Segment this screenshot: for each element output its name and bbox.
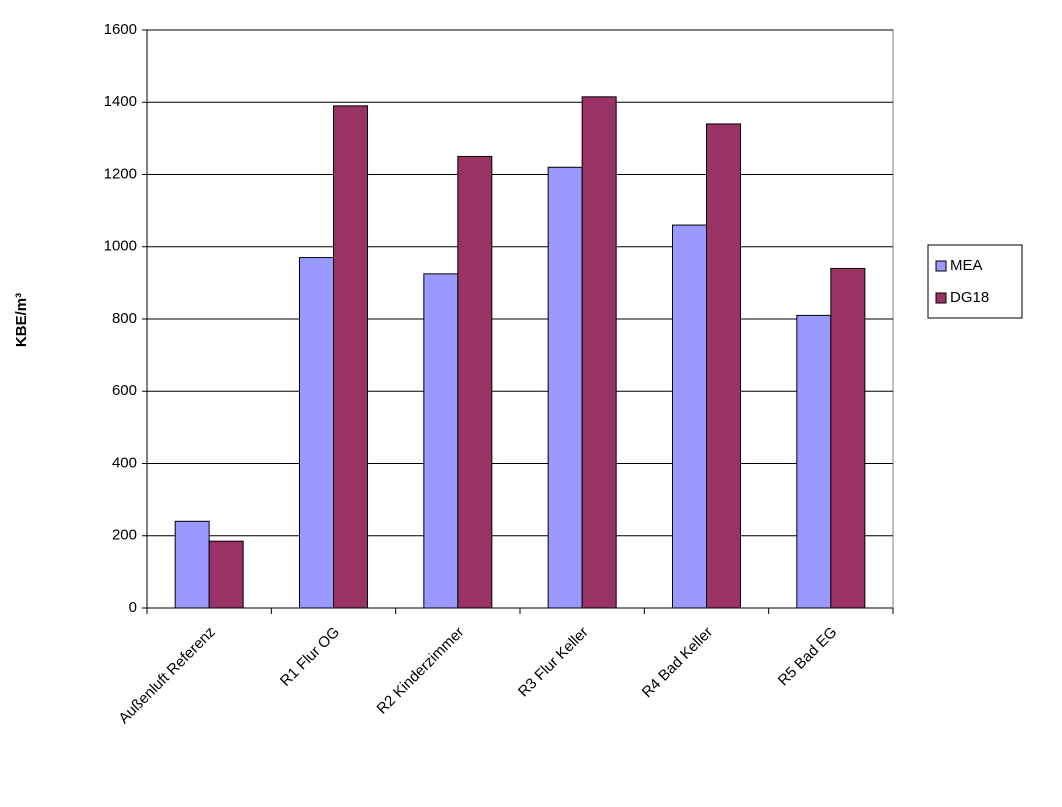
x-tick-label: R2 Kinderzimmer [374, 624, 468, 718]
y-axis-label: KBE/m³ [13, 293, 30, 347]
x-tick-label: R4 Bad Keller [639, 624, 716, 701]
y-tick-label: 0 [129, 599, 137, 616]
y-tick-label: 600 [112, 382, 137, 399]
y-tick-label: 800 [112, 310, 137, 327]
bar [457, 155, 493, 609]
y-tick-label: 1000 [104, 238, 137, 255]
y-tick-label: 400 [112, 454, 137, 471]
legend-box [927, 244, 1023, 319]
x-tick-label: R1 Flur OG [277, 624, 343, 690]
bar [299, 257, 334, 609]
bar [333, 105, 368, 609]
bar [581, 96, 617, 609]
x-tick-label: R5 Bad EG [775, 624, 841, 690]
legend-swatch [935, 260, 947, 272]
legend-swatch [935, 292, 947, 304]
legend-label: MEA [950, 257, 983, 274]
x-tick-label: Außenluft Referenz [115, 624, 218, 727]
bar [174, 520, 210, 609]
y-tick-label: 1200 [104, 165, 137, 182]
y-tick-label: 1600 [104, 21, 137, 38]
bar [706, 123, 741, 609]
bar [830, 267, 866, 609]
x-tick-label: R3 Flur Keller [515, 624, 592, 701]
y-tick-label: 200 [112, 527, 137, 544]
bar [672, 224, 707, 609]
y-tick-label: 1400 [104, 93, 137, 110]
legend-label: DG18 [950, 289, 989, 306]
bar [208, 540, 244, 609]
bar [796, 314, 832, 609]
bar [423, 273, 459, 609]
bar [547, 166, 583, 609]
